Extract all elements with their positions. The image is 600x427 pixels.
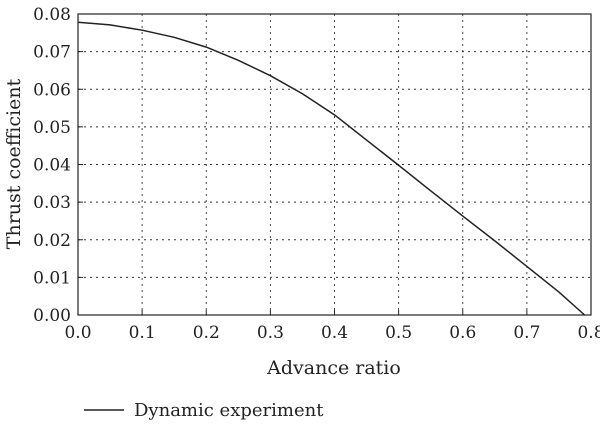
y-axis-ticks: 0.00 0.01 0.02 0.03 0.04 0.05 0.06 0.07 0.08 [33,5,83,326]
y-tick-label: 0.05 [33,118,71,138]
y-tick-label: 0.00 [33,306,71,326]
y-tick-label: 0.01 [33,268,71,288]
series-line-dynamic-experiment [77,21,586,316]
x-tick-label: 0.5 [385,323,412,343]
series-layer [77,21,586,316]
legend-label-dynamic-experiment: Dynamic experiment [134,400,324,421]
y-axis-title: Thrust coefficient [3,78,25,249]
x-tick-label: 0.3 [257,323,284,343]
x-tick-label: 0.1 [129,323,156,343]
x-axis-ticks: 0.0 0.1 0.2 0.3 0.4 0.5 0.6 0.7 0.8 [64,310,600,343]
y-tick-label: 0.03 [33,193,71,213]
x-tick-label: 0.8 [577,323,600,343]
y-tick-label: 0.04 [33,156,71,176]
y-tick-label: 0.02 [33,231,71,251]
y-tick-label: 0.06 [33,80,71,100]
x-tick-label: 0.7 [513,323,540,343]
grid-lines [78,14,591,315]
legend: Dynamic experiment [84,400,324,421]
x-tick-label: 0.4 [321,323,348,343]
x-tick-label: 0.0 [64,323,91,343]
y-tick-label: 0.08 [33,5,71,25]
x-tick-label: 0.2 [193,323,220,343]
y-tick-label: 0.07 [33,43,71,63]
x-tick-label: 0.6 [449,323,476,343]
x-axis-title: Advance ratio [266,357,401,379]
